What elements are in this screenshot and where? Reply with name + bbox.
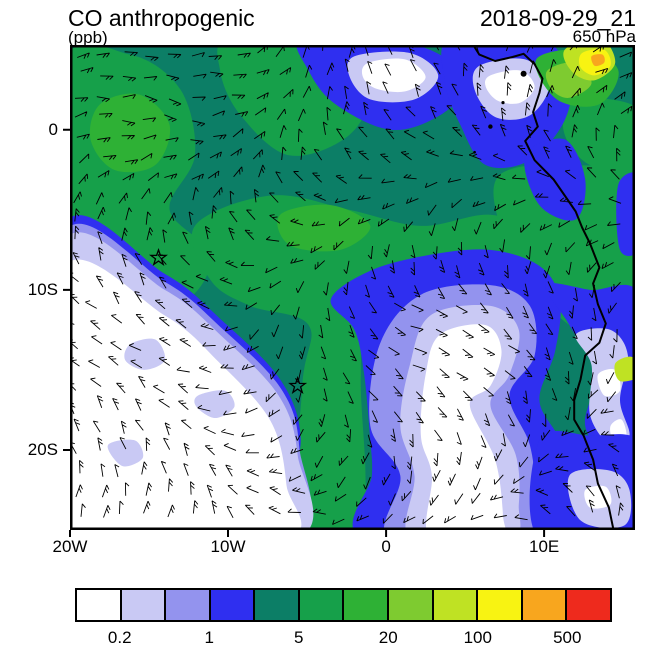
colorbar: [75, 588, 612, 622]
contour-region-yellowgreen-coast-south: [614, 356, 635, 382]
plot-datetime: 2018-09-29_21: [479, 5, 636, 31]
contour-region-green-central-band: [191, 195, 540, 530]
colorbar-cell-4: [208, 590, 254, 620]
x-tick-label-10W: 10W: [210, 537, 246, 556]
plot-units-label: (ppb): [68, 28, 108, 47]
colorbar-label-0.2: 0.2: [107, 628, 132, 647]
colorbar-cell-6: [297, 590, 343, 620]
contour-region-blue-coast-strip: [616, 172, 635, 256]
colorbar-cell-7: [342, 590, 388, 620]
axis-ticks: [63, 128, 546, 537]
colorbar-cell-11: [520, 590, 566, 620]
colorbar-label-20: 20: [378, 628, 398, 647]
contour-region-white-northeast: [485, 70, 535, 104]
contour-map: [63, 45, 635, 537]
contour-region-white-gulf: [361, 58, 426, 93]
contour-region-lavender-speck-1: [124, 338, 166, 370]
star-marker-2: [288, 375, 308, 395]
colorbar-label-5: 5: [294, 628, 304, 647]
star-marker-1: [149, 247, 168, 267]
contour-region-green2-central: [277, 204, 371, 252]
y-tick-label-10S: 10S: [27, 279, 58, 299]
colorbar-label-1: 1: [204, 628, 214, 647]
map-border: [70, 45, 635, 530]
island-dot-3: [488, 124, 493, 129]
contour-region-lavender-speck-3: [107, 439, 144, 467]
plot-level-label: 650 hPa: [572, 27, 636, 46]
y-tick-label-0: 0: [48, 119, 58, 139]
colorbar-cell-2: [119, 590, 165, 620]
coastline: [472, 45, 615, 530]
island-dot-2: [501, 101, 505, 105]
map-panel: [63, 45, 635, 537]
island-dot-1: [520, 70, 527, 77]
colorbar-label-500: 500: [553, 628, 582, 647]
plot-title: CO anthropogenic: [68, 5, 255, 31]
colorbar-cell-8: [387, 590, 432, 620]
colorbar-cell-3: [164, 590, 209, 620]
contour-region-white-plume: [420, 324, 507, 530]
colorbar-cell-1: [77, 590, 120, 620]
contour-region-lavender-speck-2: [194, 390, 235, 418]
contour-region-blue-coast-equator: [524, 138, 586, 221]
colorbar-cell-9: [431, 590, 477, 620]
colorbar-cell-10: [476, 590, 521, 620]
x-tick-label-20W: 20W: [52, 537, 88, 556]
contour-region-orange-northeast: [591, 54, 605, 67]
wind-barbs: [70, 45, 633, 525]
x-tick-label-0: 0: [381, 537, 391, 556]
colorbar-label-100: 100: [463, 628, 492, 647]
island-dot-4: [473, 150, 476, 154]
colorbar-cell-12: [565, 590, 610, 620]
colorbar-cell-5: [253, 590, 298, 620]
colorbar-labels: 0.2 1 5 20 100 500: [75, 628, 612, 650]
y-tick-label-20S: 20S: [27, 439, 58, 459]
contour-region-white-angola-1: [597, 368, 621, 397]
x-tick-label-10E: 10E: [529, 537, 560, 556]
contour-field: [70, 45, 635, 530]
